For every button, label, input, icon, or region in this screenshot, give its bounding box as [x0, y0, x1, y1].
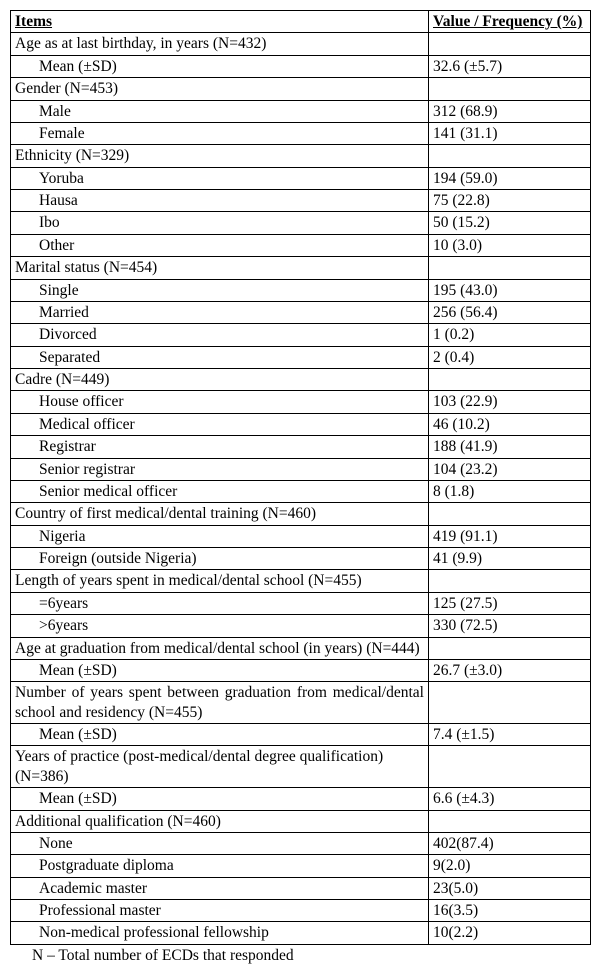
section-title: Gender (N=453) [11, 78, 429, 100]
row-value: 23(5.0) [429, 877, 591, 899]
row-label: Ibo [11, 212, 429, 234]
row-value: 2 (0.4) [429, 346, 591, 368]
row-value: 46 (10.2) [429, 413, 591, 435]
row-label: Foreign (outside Nigeria) [11, 548, 429, 570]
row-value: 32.6 (±5.7) [429, 55, 591, 77]
row-value: 312 (68.9) [429, 100, 591, 122]
section-title: Age as at last birthday, in years (N=432… [11, 33, 429, 55]
row-label: Non-medical professional fellowship [11, 922, 429, 944]
section-value-empty [429, 369, 591, 391]
row-value: 141 (31.1) [429, 122, 591, 144]
row-value: 256 (56.4) [429, 301, 591, 323]
row-label: Mean (±SD) [11, 55, 429, 77]
row-value: 6.6 (±4.3) [429, 788, 591, 810]
section-value-empty [429, 682, 591, 724]
row-label: Professional master [11, 900, 429, 922]
row-label: Male [11, 100, 429, 122]
row-value: 125 (27.5) [429, 592, 591, 614]
section-title: Number of years spent between graduation… [11, 682, 429, 724]
section-title: Country of first medical/dental training… [11, 503, 429, 525]
row-label: Postgraduate diploma [11, 855, 429, 877]
row-value: 330 (72.5) [429, 615, 591, 637]
row-label: Female [11, 122, 429, 144]
row-label: None [11, 832, 429, 854]
row-value: 7.4 (±1.5) [429, 724, 591, 746]
section-value-empty [429, 145, 591, 167]
row-value: 10 (3.0) [429, 234, 591, 256]
row-value: 402(87.4) [429, 832, 591, 854]
row-label: Mean (±SD) [11, 724, 429, 746]
row-label: Registrar [11, 436, 429, 458]
row-value: 104 (23.2) [429, 458, 591, 480]
row-value: 194 (59.0) [429, 167, 591, 189]
row-label: Other [11, 234, 429, 256]
row-label: Nigeria [11, 525, 429, 547]
section-title: Marital status (N=454) [11, 257, 429, 279]
row-value: 188 (41.9) [429, 436, 591, 458]
row-value: 195 (43.0) [429, 279, 591, 301]
row-label: Medical officer [11, 413, 429, 435]
section-title: Cadre (N=449) [11, 369, 429, 391]
row-value: 10(2.2) [429, 922, 591, 944]
row-label: Senior medical officer [11, 480, 429, 502]
section-value-empty [429, 33, 591, 55]
row-label: House officer [11, 391, 429, 413]
table-footnote: N – Total number of ECDs that responded [10, 945, 590, 965]
row-value: 103 (22.9) [429, 391, 591, 413]
header-items: Items [11, 11, 429, 33]
section-title: Ethnicity (N=329) [11, 145, 429, 167]
row-value: 9(2.0) [429, 855, 591, 877]
row-label: =6years [11, 592, 429, 614]
row-label: Yoruba [11, 167, 429, 189]
section-value-empty [429, 503, 591, 525]
section-title: Age at graduation from medical/dental sc… [11, 637, 429, 659]
row-value: 75 (22.8) [429, 190, 591, 212]
row-value: 41 (9.9) [429, 548, 591, 570]
row-label: Married [11, 301, 429, 323]
section-title: Length of years spent in medical/dental … [11, 570, 429, 592]
row-label: Hausa [11, 190, 429, 212]
section-value-empty [429, 78, 591, 100]
section-value-empty [429, 257, 591, 279]
row-value: 26.7 (±3.0) [429, 659, 591, 681]
section-value-empty [429, 746, 591, 788]
row-value: 50 (15.2) [429, 212, 591, 234]
row-value: 419 (91.1) [429, 525, 591, 547]
row-label: Mean (±SD) [11, 788, 429, 810]
row-value: 1 (0.2) [429, 324, 591, 346]
row-label: Mean (±SD) [11, 659, 429, 681]
section-title: Additional qualification (N=460) [11, 810, 429, 832]
row-label: Senior registrar [11, 458, 429, 480]
row-label: Separated [11, 346, 429, 368]
header-value: Value / Frequency (%) [429, 11, 591, 33]
row-value: 8 (1.8) [429, 480, 591, 502]
demographics-table: ItemsValue / Frequency (%)Age as at last… [10, 10, 591, 945]
section-value-empty [429, 810, 591, 832]
row-value: 16(3.5) [429, 900, 591, 922]
section-title: Years of practice (post-medical/dental d… [11, 746, 429, 788]
row-label: Single [11, 279, 429, 301]
row-label: Academic master [11, 877, 429, 899]
section-value-empty [429, 637, 591, 659]
section-value-empty [429, 570, 591, 592]
row-label: >6years [11, 615, 429, 637]
row-label: Divorced [11, 324, 429, 346]
